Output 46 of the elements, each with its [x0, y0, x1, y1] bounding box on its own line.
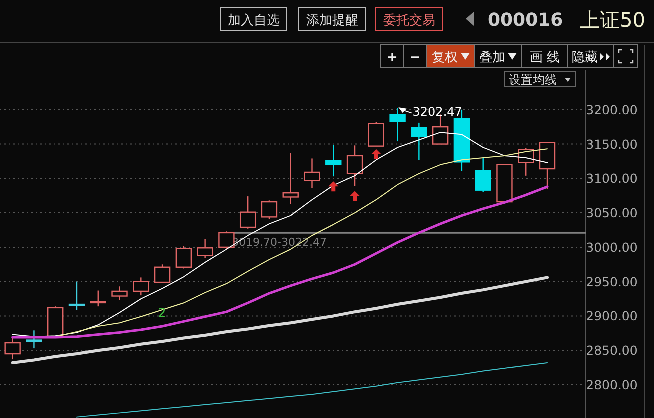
y-tick-label: 2850.00 — [586, 343, 638, 358]
candlestick — [240, 196, 256, 230]
annotation: 3202.47 — [412, 105, 462, 120]
text: 上证50 — [580, 8, 646, 32]
text: 画 线 — [530, 50, 560, 66]
y-tick-label: 3050.00 — [586, 206, 638, 221]
text: 隐藏 — [572, 50, 598, 66]
candlestick — [346, 145, 364, 187]
candlestick — [390, 108, 406, 142]
candlestick — [218, 231, 235, 250]
text: 委托交易 — [384, 12, 436, 28]
line-series — [76, 362, 548, 418]
candlestick — [475, 157, 492, 194]
annotation: 2 — [158, 306, 166, 320]
candlestick — [261, 200, 278, 220]
candlestick — [26, 330, 42, 350]
candlestick — [304, 158, 320, 189]
annotation: 设置均线 — [509, 73, 557, 87]
y-tick-label: 2950.00 — [586, 274, 638, 290]
candlestick — [90, 290, 106, 308]
candlestick — [112, 286, 128, 301]
text: − — [410, 50, 421, 66]
candlestick — [4, 336, 21, 360]
y-tick-label: 3100.00 — [586, 171, 638, 186]
text: + — [387, 50, 398, 66]
candlestick — [176, 245, 192, 270]
y-tick-label: 3000.00 — [586, 240, 638, 255]
chart-subtitle: 000016 — [488, 10, 564, 31]
candlestick — [68, 281, 86, 311]
text: 加入自选 — [228, 14, 280, 28]
text: 添加提醒 — [306, 14, 358, 28]
y-tick-label: 2900.00 — [586, 308, 638, 324]
text: 复权 — [432, 50, 458, 66]
candlestick — [133, 277, 150, 296]
candlestick — [197, 238, 214, 260]
candlestick — [326, 144, 342, 178]
text: 叠加 — [480, 50, 506, 66]
line-series — [12, 186, 549, 339]
y-tick-label: 3150.00 — [586, 136, 638, 152]
line-series — [11, 276, 550, 364]
candlestick — [368, 122, 385, 147]
y-tick-label: 2800.00 — [586, 377, 638, 392]
y-tick-label: 3200.00 — [586, 102, 638, 118]
candlestick — [282, 152, 299, 205]
candlestick — [154, 264, 171, 284]
candlestick — [411, 122, 428, 161]
